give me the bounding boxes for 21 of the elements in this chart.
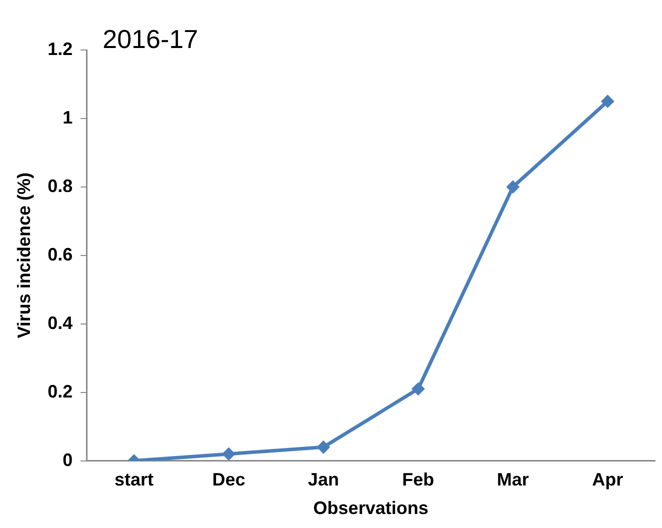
y-tick-label: 0.2 — [48, 381, 73, 402]
x-tick-label: Apr — [592, 470, 624, 490]
y-axis-title: Virus incidence (%) — [14, 172, 34, 338]
x-tick-label: Feb — [402, 470, 434, 490]
point — [601, 94, 614, 108]
point — [316, 440, 330, 454]
y-tick-label: 0.6 — [48, 244, 73, 264]
x-tick-label: Dec — [212, 470, 246, 490]
x-tick-label: start — [114, 470, 154, 490]
point — [506, 180, 520, 194]
point — [412, 382, 425, 396]
x-axis-title: Observations — [313, 498, 428, 518]
chart-title: 2016-17 — [102, 24, 198, 54]
y-tick-label: 0.8 — [48, 176, 73, 196]
x-tick-label: Mar — [496, 470, 529, 490]
x-tick-label: Jan — [308, 470, 339, 490]
y-tick-label: 0 — [62, 450, 73, 470]
y-tick-label: 1.2 — [48, 38, 73, 59]
y-tick-label: 0.4 — [48, 312, 73, 333]
y-tick-label: 1 — [62, 107, 73, 128]
point — [222, 447, 236, 460]
